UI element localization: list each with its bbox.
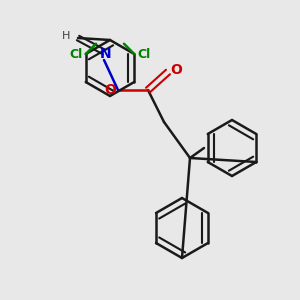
Text: Cl: Cl xyxy=(138,47,151,61)
Text: O: O xyxy=(104,83,116,97)
Text: H: H xyxy=(62,31,70,41)
Text: N: N xyxy=(100,47,112,61)
Text: O: O xyxy=(170,63,182,77)
Text: Cl: Cl xyxy=(69,47,82,61)
